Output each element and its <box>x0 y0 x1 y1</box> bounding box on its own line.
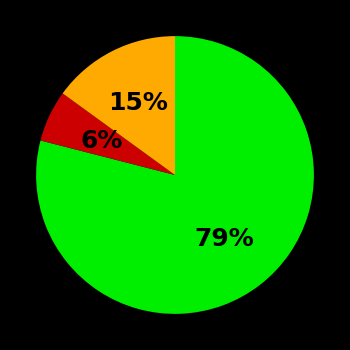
Text: 79%: 79% <box>195 227 254 251</box>
Text: 15%: 15% <box>108 91 168 115</box>
Wedge shape <box>63 36 175 175</box>
Text: 6%: 6% <box>81 129 123 153</box>
Wedge shape <box>41 93 175 175</box>
Wedge shape <box>36 36 314 314</box>
